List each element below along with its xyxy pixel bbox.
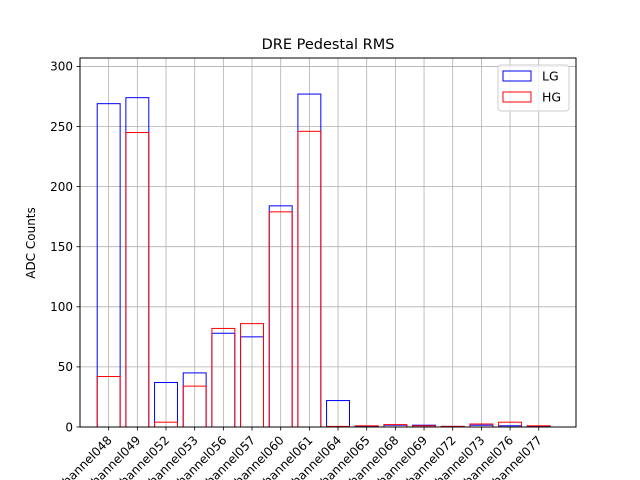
y-tick-label: 250 — [50, 120, 73, 134]
y-tick-label: 200 — [50, 180, 73, 194]
y-tick-label: 50 — [58, 360, 73, 374]
y-tick-label: 100 — [50, 300, 73, 314]
grid-lines — [80, 58, 576, 428]
legend-swatch-lg — [502, 70, 532, 82]
legend-label-hg: HG — [542, 90, 561, 105]
legend-label-lg: LG — [542, 69, 559, 84]
y-tick-label: 300 — [50, 60, 73, 74]
legend-swatch-hg — [502, 91, 532, 103]
chart-title: DRE Pedestal RMS — [262, 37, 395, 53]
y-axis-label: ADC Counts — [24, 207, 38, 279]
bars — [96, 93, 551, 428]
plot-area-frame — [79, 57, 577, 428]
y-tick-label: 0 — [65, 420, 73, 434]
legend-box — [497, 64, 570, 112]
y-tick-label: 150 — [50, 240, 73, 254]
legend: LG HG — [497, 64, 570, 112]
